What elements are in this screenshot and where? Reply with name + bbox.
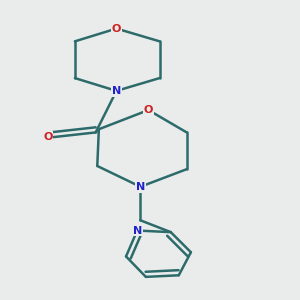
Text: O: O bbox=[43, 132, 52, 142]
Text: O: O bbox=[112, 24, 121, 34]
Text: N: N bbox=[136, 182, 145, 192]
Text: N: N bbox=[133, 226, 142, 236]
Text: O: O bbox=[144, 105, 153, 115]
Text: N: N bbox=[112, 86, 121, 96]
